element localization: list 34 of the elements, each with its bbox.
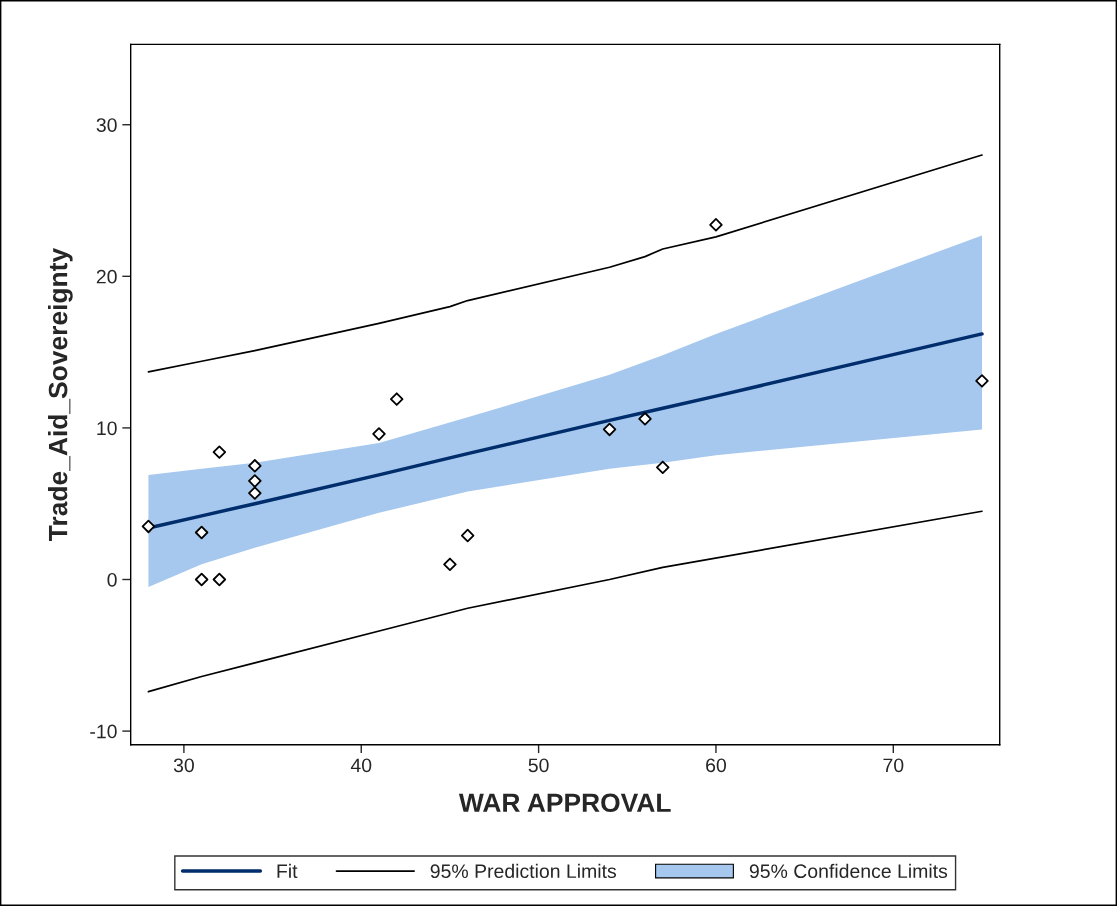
point [248, 474, 262, 488]
point [443, 557, 457, 572]
y-tick-label: 30 [96, 118, 117, 132]
point [460, 528, 475, 543]
point [656, 460, 670, 475]
point [194, 525, 209, 540]
line-series [147, 510, 983, 693]
point [638, 412, 652, 426]
y-tick-label: 20 [96, 269, 117, 284]
point [372, 427, 386, 441]
x-tick-label: 50 [528, 758, 549, 773]
x-tick-label: 30 [173, 758, 194, 773]
point [248, 459, 262, 473]
point [602, 422, 617, 437]
y-tick-label: 0 [107, 572, 117, 587]
point [141, 519, 156, 534]
x-tick-label: 60 [706, 758, 727, 773]
point [194, 572, 209, 587]
point [212, 445, 227, 459]
y-tick-label: 10 [97, 421, 117, 436]
point [248, 486, 262, 500]
x-axis-title: WAR APPROVAL [458, 793, 671, 813]
point [212, 572, 227, 587]
legend-label: Fit [277, 863, 298, 879]
text: 95% Confidence Limits [749, 863, 948, 879]
y-tick-label: -10 [90, 724, 117, 739]
point [390, 392, 404, 406]
y-axis-title: Trade_Aid_Sovereignty [48, 248, 73, 541]
x-tick-label: 40 [350, 758, 372, 773]
x-tick-label: 70 [883, 758, 904, 773]
point [975, 374, 989, 388]
line-series [147, 154, 983, 373]
legend-label: 95% Prediction Limits [430, 863, 617, 879]
point [709, 218, 723, 232]
